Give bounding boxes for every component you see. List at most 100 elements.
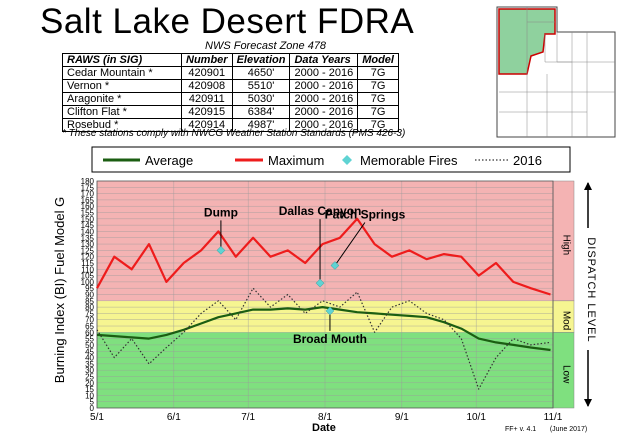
y-tick-label: 105	[81, 272, 95, 281]
y-tick-label: 125	[81, 246, 95, 255]
series-line-maximum	[96, 217, 551, 296]
table-cell: 7G	[357, 118, 399, 132]
x-tick-label: 6/1	[167, 412, 181, 423]
fire-marker	[216, 246, 226, 255]
y-tick-label: 25	[85, 372, 94, 381]
table-cell: 420908	[181, 79, 233, 93]
y-tick-label: 130	[81, 240, 95, 249]
legend-fires-swatch	[342, 155, 352, 165]
footer-version: FF+ v. 4.1 (June 2017)	[505, 426, 587, 433]
fire-marker	[330, 261, 340, 270]
y-tick-label: 90	[85, 291, 94, 300]
table-row: Clifton Flat * 420915 6384' 2000 - 2016 …	[62, 105, 399, 119]
table-cell: 4650'	[231, 66, 291, 80]
dispatch-label-bg	[581, 228, 595, 350]
fire-label: Broad Mouth	[293, 332, 367, 346]
zone-label-low: Low	[561, 365, 572, 384]
x-tick-label: 5/1	[90, 412, 104, 423]
y-tick-label: 100	[81, 278, 95, 287]
table-header: Data Years	[289, 53, 359, 67]
table-row: Rosebud * 420914 4987' 2000 - 2016 7G	[62, 118, 399, 132]
footer-version-text: FF+ v. 4.1	[505, 426, 537, 433]
y-tick-label: 95	[85, 284, 94, 293]
y-tick-label: 135	[81, 234, 95, 243]
y-tick-label: 10	[85, 391, 94, 400]
x-tick-label: 7/1	[241, 412, 255, 423]
y-tick-label: 165	[81, 196, 95, 205]
fire-label: Patch Springs	[325, 207, 406, 221]
y-tick-label: 160	[81, 202, 95, 211]
table-cell: 2000 - 2016	[289, 118, 359, 132]
y-tick-label: 145	[81, 221, 95, 230]
page-title: Salt Lake Desert FDRA	[40, 2, 415, 41]
y-tick-label: 40	[85, 354, 94, 363]
y-tick-label: 70	[85, 316, 94, 325]
y-tick-label: 45	[85, 347, 94, 356]
table-cell: 4987'	[231, 118, 291, 132]
fire-label: Dallas Canyon	[279, 204, 362, 218]
x-axis-title: Date	[312, 422, 336, 434]
y-tick-label: 140	[81, 227, 95, 236]
table-cell: Rosebud *	[62, 118, 182, 132]
table-cell: 2000 - 2016	[289, 66, 359, 80]
y-tick-label: 120	[81, 253, 95, 262]
y-tick-label: 5	[90, 398, 95, 407]
y-tick-label: 50	[85, 341, 94, 350]
y-tick-label: 85	[85, 297, 94, 306]
table-cell: 420914	[181, 118, 233, 132]
table-cell: 2000 - 2016	[289, 105, 359, 119]
y-tick-label: 115	[81, 259, 94, 268]
y-tick-label: 20	[85, 379, 94, 388]
series-line-2016	[96, 287, 551, 390]
dispatch-arrow-down	[584, 399, 592, 407]
dispatch-arrow-up	[584, 182, 592, 190]
y-tick-label: 15	[85, 385, 94, 394]
table-cell: 7G	[357, 79, 399, 93]
y-tick-label: 175	[81, 183, 95, 192]
fire-marker	[315, 278, 325, 288]
table-cell: Clifton Flat *	[62, 105, 182, 119]
footer-date: (June 2017)	[549, 426, 588, 433]
table-row: Vernon * 420908 5510' 2000 - 2016 7G	[62, 79, 399, 93]
zone-label-mod: Mod	[561, 311, 572, 330]
legend-maximum-label: Maximum	[268, 153, 324, 168]
table-cell: 420911	[181, 92, 233, 106]
y-axis-title: Burning Index (BI) Fuel Model G	[52, 197, 67, 383]
y-tick-label: 180	[81, 177, 95, 186]
y-tick-label: 75	[85, 309, 94, 318]
y-tick-label: 30	[85, 366, 94, 375]
y-tick-label: 60	[85, 328, 94, 337]
x-tick-label: 9/1	[395, 412, 409, 423]
raws-table: RAWS (in SIG) Number Elevation Data Year…	[62, 53, 399, 132]
table-header-row: RAWS (in SIG) Number Elevation Data Year…	[62, 53, 399, 67]
y-tick-label: 150	[81, 215, 95, 224]
y-tick-label: 55	[85, 335, 94, 344]
legend-2016-label: 2016	[513, 153, 542, 168]
dispatch-level-label: DISPATCH LEVEL	[585, 237, 597, 342]
y-tick-label: 0	[90, 404, 95, 413]
x-tick-label: 11/1	[544, 412, 563, 423]
table-header: Model	[357, 53, 399, 67]
y-tick-label: 80	[85, 303, 94, 312]
y-tick-label: 170	[81, 190, 95, 199]
table-row: Aragonite * 420911 5030' 2000 - 2016 7G	[62, 92, 399, 106]
y-tick-label: 155	[81, 209, 95, 218]
legend-average-label: Average	[145, 153, 193, 168]
plot-frame	[96, 180, 554, 409]
table-cell: Aragonite *	[62, 92, 182, 106]
table-cell: 2000 - 2016	[289, 92, 359, 106]
series-line-average	[96, 306, 551, 352]
table-cell: 5510'	[231, 79, 291, 93]
page-subtitle: NWS Forecast Zone 478	[205, 40, 327, 52]
y-tick-label: 110	[81, 265, 94, 274]
y-tick-label: 35	[85, 360, 94, 369]
legend-fires-label: Memorable Fires	[360, 153, 458, 168]
zone-label-high: High	[561, 235, 572, 256]
table-cell: 7G	[357, 92, 399, 106]
utah-locator-map	[496, 6, 616, 138]
y-tick-label: 65	[85, 322, 94, 331]
fire-callout-line	[334, 222, 366, 266]
fire-marker	[325, 306, 335, 316]
x-tick-label: 10/1	[466, 412, 486, 423]
